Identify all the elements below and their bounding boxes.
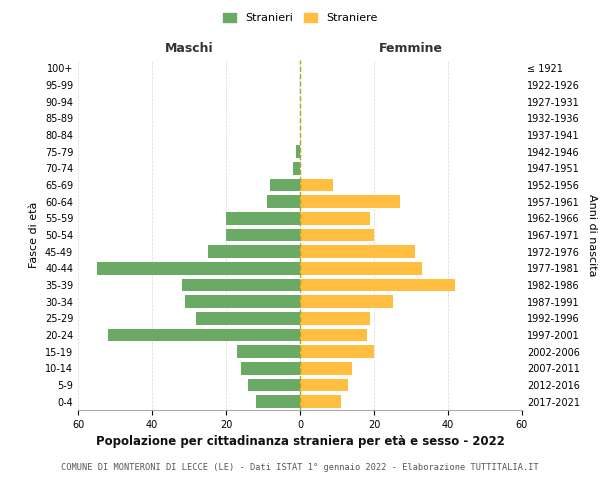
Bar xyxy=(300,296,392,308)
Y-axis label: Fasce di età: Fasce di età xyxy=(29,202,39,268)
Bar xyxy=(293,162,300,174)
Bar xyxy=(300,229,374,241)
Bar xyxy=(300,212,370,224)
Bar xyxy=(182,279,300,291)
Bar xyxy=(296,146,300,158)
Bar xyxy=(256,396,300,408)
Bar xyxy=(185,296,300,308)
Bar xyxy=(300,179,334,192)
Bar xyxy=(300,312,370,324)
Bar xyxy=(300,346,374,358)
Bar xyxy=(208,246,300,258)
Text: Popolazione per cittadinanza straniera per età e sesso - 2022: Popolazione per cittadinanza straniera p… xyxy=(95,435,505,448)
Y-axis label: Anni di nascita: Anni di nascita xyxy=(587,194,596,276)
Bar xyxy=(300,329,367,341)
Bar xyxy=(300,246,415,258)
Legend: Stranieri, Straniere: Stranieri, Straniere xyxy=(218,8,382,28)
Bar xyxy=(241,362,300,374)
Text: COMUNE DI MONTERONI DI LECCE (LE) - Dati ISTAT 1° gennaio 2022 - Elaborazione TU: COMUNE DI MONTERONI DI LECCE (LE) - Dati… xyxy=(61,462,539,471)
Bar xyxy=(226,212,300,224)
Bar xyxy=(300,396,341,408)
Bar xyxy=(237,346,300,358)
Bar xyxy=(300,262,422,274)
Bar xyxy=(300,196,400,208)
Text: Femmine: Femmine xyxy=(379,42,443,55)
Bar xyxy=(267,196,300,208)
Bar xyxy=(196,312,300,324)
Text: Maschi: Maschi xyxy=(164,42,214,55)
Bar xyxy=(248,379,300,391)
Bar xyxy=(226,229,300,241)
Bar xyxy=(300,379,348,391)
Bar xyxy=(97,262,300,274)
Bar xyxy=(300,362,352,374)
Bar xyxy=(107,329,300,341)
Bar xyxy=(271,179,300,192)
Bar xyxy=(300,279,455,291)
